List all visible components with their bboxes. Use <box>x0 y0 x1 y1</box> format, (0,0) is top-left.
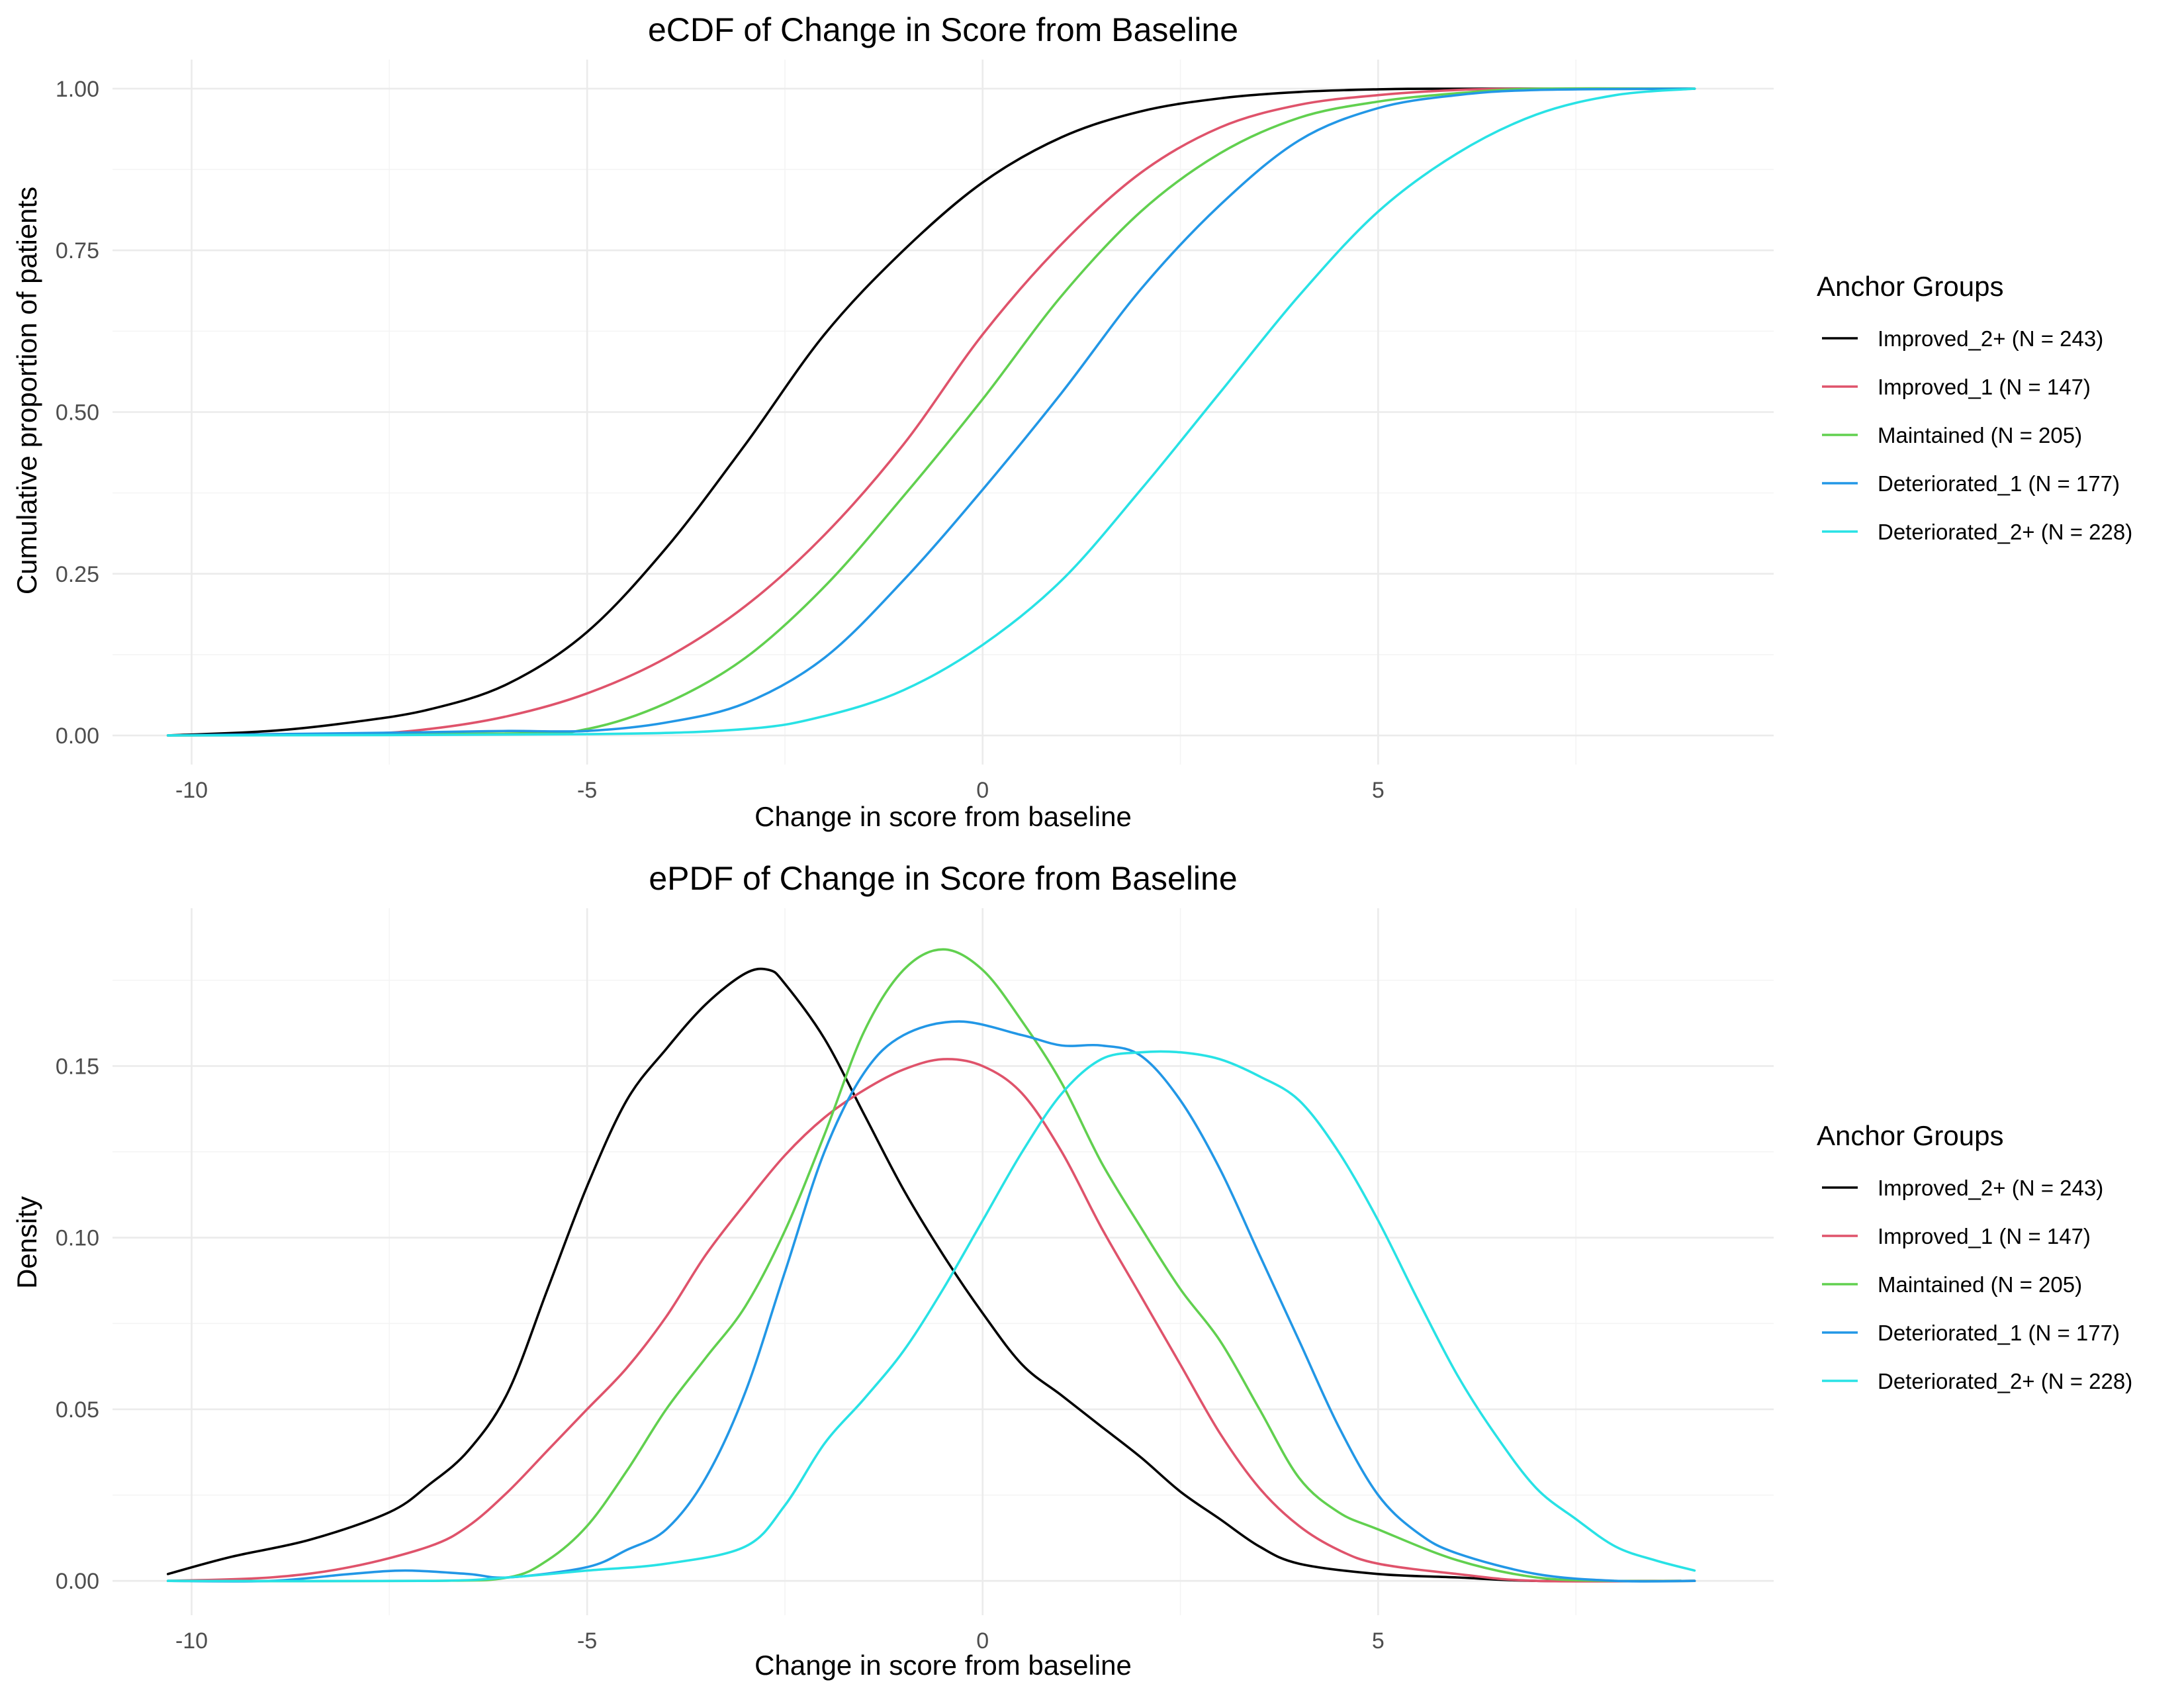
ecdf-legend-label: Deteriorated_2+ (N = 228) <box>1878 520 2132 544</box>
ecdf-series-line-4 <box>166 87 1696 737</box>
ecdf-series-line-1 <box>166 87 1696 737</box>
epdf-y-tick-label: 0.05 <box>56 1397 99 1423</box>
epdf-legend: Anchor Groups Improved_2+ (N = 243) Impr… <box>1817 1120 2132 1393</box>
epdf-legend-item: Improved_1 (N = 147) <box>1822 1224 2091 1248</box>
epdf-x-tick-label: 5 <box>1372 1628 1385 1654</box>
epdf-gridlines <box>113 908 1774 1615</box>
epdf-legend-label: Improved_1 (N = 147) <box>1878 1224 2091 1248</box>
epdf-legend-label: Deteriorated_2+ (N = 228) <box>1878 1369 2132 1393</box>
ecdf-x-tick-labels: -10 -5 0 5 <box>175 778 1385 803</box>
ecdf-title: eCDF of Change in Score from Baseline <box>648 11 1238 48</box>
epdf-legend-item: Deteriorated_2+ (N = 228) <box>1822 1369 2132 1393</box>
ecdf-x-tick-label: -10 <box>175 778 208 803</box>
ecdf-legend-item: Deteriorated_2+ (N = 228) <box>1822 520 2132 544</box>
ecdf-legend-title: Anchor Groups <box>1817 271 2003 302</box>
ecdf-legend-label: Deteriorated_1 (N = 177) <box>1878 471 2120 496</box>
epdf-x-tick-label: 0 <box>976 1628 989 1654</box>
ecdf-y-tick-label: 0.00 <box>56 724 99 749</box>
ecdf-legend-label: Improved_2+ (N = 243) <box>1878 326 2103 351</box>
epdf-legend-item: Maintained (N = 205) <box>1822 1272 2082 1297</box>
ecdf-legend-item: Maintained (N = 205) <box>1822 423 2082 447</box>
ecdf-y-tick-label: 0.75 <box>56 238 99 263</box>
ecdf-x-tick-label: 0 <box>976 778 989 803</box>
ecdf-legend-item: Deteriorated_1 (N = 177) <box>1822 471 2120 496</box>
epdf-legend-title: Anchor Groups <box>1817 1120 2003 1151</box>
epdf-series-line-4 <box>166 1020 1696 1583</box>
epdf-y-tick-labels: 0.00 0.05 0.10 0.15 <box>56 1054 99 1594</box>
ecdf-legend-label: Maintained (N = 205) <box>1878 423 2082 447</box>
ecdf-series-line-5 <box>166 87 1696 737</box>
ecdf-y-axis-title: Cumulative proportion of patients <box>11 187 42 594</box>
ecdf-legend-item: Improved_2+ (N = 243) <box>1822 326 2103 351</box>
ecdf-panel: eCDF of Change in Score from Baseline 0.… <box>11 11 2132 832</box>
epdf-series-line-5 <box>166 1050 1696 1583</box>
ecdf-y-tick-label: 0.25 <box>56 562 99 587</box>
epdf-x-tick-label: -5 <box>577 1628 597 1654</box>
epdf-y-tick-label: 0.10 <box>56 1226 99 1251</box>
epdf-legend-label: Deteriorated_1 (N = 177) <box>1878 1321 2120 1345</box>
ecdf-x-tick-label: 5 <box>1372 778 1385 803</box>
epdf-series-line-2 <box>166 1058 1696 1583</box>
ecdf-legend: Anchor Groups Improved_2+ (N = 243) Impr… <box>1817 271 2132 544</box>
epdf-legend-item: Deteriorated_1 (N = 177) <box>1822 1321 2120 1345</box>
epdf-x-tick-label: -10 <box>175 1628 208 1654</box>
epdf-panel: ePDF of Change in Score from Baseline 0.… <box>11 860 2132 1681</box>
ecdf-series-line-2 <box>166 87 1696 737</box>
ecdf-x-tick-label: -5 <box>577 778 597 803</box>
ecdf-y-tick-labels: 0.00 0.25 0.50 0.75 1.00 <box>56 77 99 749</box>
ecdf-series-lines <box>166 87 1696 737</box>
epdf-legend-item: Improved_2+ (N = 243) <box>1822 1176 2103 1200</box>
epdf-legend-label: Improved_2+ (N = 243) <box>1878 1176 2103 1200</box>
ecdf-legend-label: Improved_1 (N = 147) <box>1878 375 2091 399</box>
ecdf-legend-item: Improved_1 (N = 147) <box>1822 375 2091 399</box>
ecdf-series-line-3 <box>166 87 1696 737</box>
epdf-series-line-3 <box>166 948 1696 1583</box>
epdf-title: ePDF of Change in Score from Baseline <box>649 860 1237 897</box>
ecdf-y-tick-label: 1.00 <box>56 77 99 102</box>
epdf-x-axis-title: Change in score from baseline <box>754 1650 1132 1681</box>
ecdf-x-axis-title: Change in score from baseline <box>754 801 1132 832</box>
epdf-y-axis-title: Density <box>11 1196 42 1289</box>
epdf-y-tick-label: 0.15 <box>56 1054 99 1079</box>
epdf-legend-label: Maintained (N = 205) <box>1878 1272 2082 1297</box>
epdf-series-line-1 <box>166 967 1696 1583</box>
epdf-y-tick-label: 0.00 <box>56 1569 99 1594</box>
epdf-x-tick-labels: -10 -5 0 5 <box>175 1628 1385 1654</box>
epdf-series-lines <box>166 948 1696 1583</box>
ecdf-y-tick-label: 0.50 <box>56 400 99 426</box>
ecdf-gridlines <box>113 60 1774 765</box>
